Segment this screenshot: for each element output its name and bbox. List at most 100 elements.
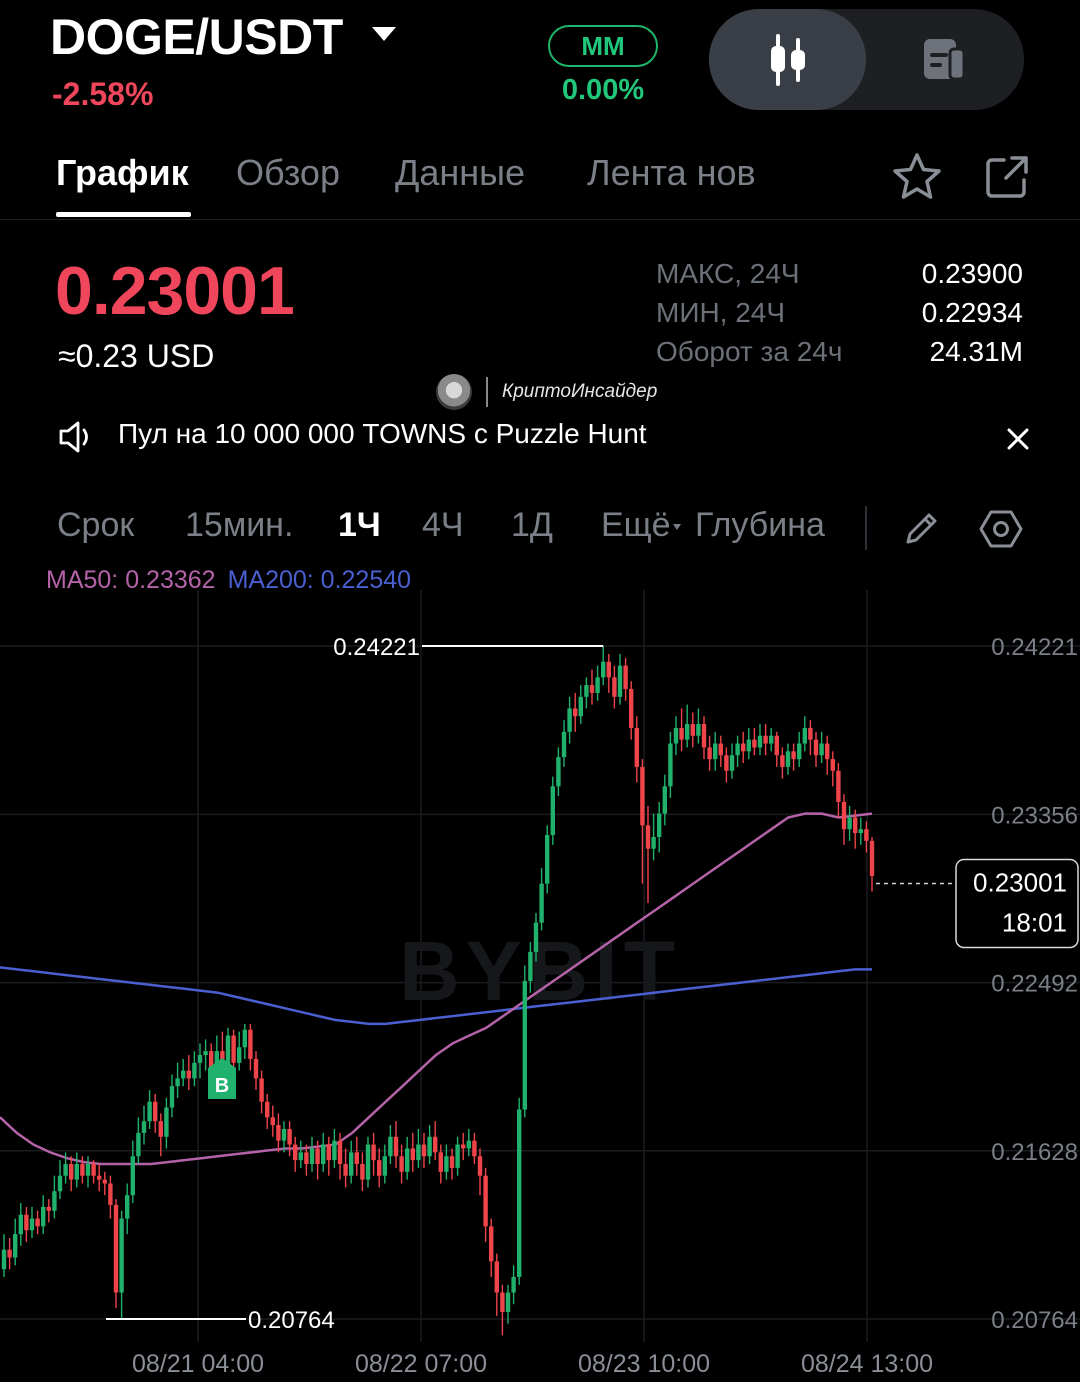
- ma200-line: [0, 966, 872, 1026]
- candle: [242, 1023, 247, 1059]
- candle: [337, 1132, 343, 1180]
- candlestick-view-button[interactable]: [709, 9, 866, 110]
- view-toggle-active-bg: [709, 9, 866, 110]
- candle-body: [433, 1136, 438, 1153]
- candle-body: [461, 1144, 466, 1149]
- candle-body: [85, 1164, 91, 1176]
- candle-body: [825, 743, 830, 760]
- candle: [685, 704, 690, 748]
- candle: [360, 1152, 365, 1192]
- candle: [259, 1070, 264, 1114]
- candle: [668, 731, 673, 799]
- pair-symbol[interactable]: DOGE/USDT: [50, 9, 343, 65]
- active-tab-underline: [56, 212, 191, 217]
- candle: [634, 716, 639, 783]
- candle: [421, 1132, 427, 1168]
- draw-button[interactable]: [900, 506, 944, 550]
- tab-data[interactable]: Данные: [395, 152, 526, 193]
- timeframe-more[interactable]: Ещё: [601, 506, 681, 545]
- current-price-label: 0.23001: [973, 868, 1067, 898]
- chart-settings-button[interactable]: [978, 506, 1024, 552]
- candle-body: [158, 1121, 163, 1137]
- pair-dropdown-icon[interactable]: [372, 27, 396, 41]
- candle-body: [197, 1055, 203, 1063]
- tab-overview[interactable]: Обзор: [236, 152, 340, 193]
- candle: [785, 743, 791, 775]
- candle-body: [265, 1101, 270, 1118]
- candle: [472, 1132, 477, 1165]
- candle-body: [718, 743, 723, 756]
- candle-body: [13, 1234, 18, 1258]
- candle: [746, 727, 751, 760]
- candle: [489, 1218, 494, 1277]
- tab-news[interactable]: Лента нов: [587, 152, 756, 193]
- candle-body: [797, 743, 802, 760]
- depth-tab[interactable]: Глубина: [695, 506, 825, 544]
- timeframe-4h[interactable]: 4Ч: [422, 506, 464, 544]
- candle: [388, 1125, 393, 1165]
- share-button[interactable]: [980, 150, 1034, 204]
- candle-body: [601, 661, 606, 678]
- candle-body: [1, 1249, 7, 1270]
- tab-chart[interactable]: График: [56, 152, 189, 193]
- candle-body: [371, 1144, 376, 1161]
- candle-body: [281, 1128, 287, 1141]
- candle: [864, 821, 869, 853]
- x-tick-label: 08/23 10:00: [578, 1350, 710, 1378]
- close-icon: [1007, 428, 1029, 450]
- candle: [780, 747, 785, 779]
- candle-body: [841, 801, 847, 830]
- candle-body: [349, 1152, 354, 1176]
- candle: [841, 794, 847, 845]
- speaker-icon: [58, 420, 96, 459]
- candle-body: [337, 1140, 343, 1165]
- candle: [701, 716, 707, 760]
- candle-body: [29, 1218, 35, 1231]
- announcement-text[interactable]: Пул на 10 000 000 TOWNS с Puzzle Hunt: [118, 418, 647, 449]
- candle: [713, 731, 718, 771]
- candle-body: [505, 1292, 511, 1312]
- candle: [113, 1199, 119, 1309]
- turnover-24h-label: Оборот за 24ч: [656, 336, 843, 367]
- candlestick-chart[interactable]: 0.24221 0.23356 0.22492 0.21628 0.20764 BYBIT…: [0, 590, 1080, 1382]
- candle-body: [477, 1156, 483, 1176]
- candle: [466, 1128, 471, 1157]
- candle-body: [819, 743, 824, 756]
- candle: [119, 1210, 124, 1320]
- high-24h-value: 0.23900: [921, 258, 1023, 289]
- candle: [7, 1238, 12, 1270]
- candle: [102, 1171, 107, 1196]
- favorite-button[interactable]: [890, 150, 944, 204]
- candle-body: [354, 1152, 359, 1165]
- high-marker-label: 0.24221: [333, 634, 420, 661]
- candle-body: [662, 786, 667, 814]
- candle: [517, 1097, 522, 1285]
- timeframe-15m[interactable]: 15мин.: [185, 506, 294, 544]
- timeframe-1h[interactable]: 1Ч: [338, 506, 381, 544]
- candle: [589, 669, 595, 705]
- candle: [869, 836, 875, 892]
- candle-body: [253, 1058, 259, 1079]
- candle-body: [595, 677, 600, 693]
- candle: [158, 1113, 163, 1157]
- usd-price: ≈0.23 USD: [58, 338, 215, 374]
- mm-badge[interactable]: MM: [548, 25, 658, 67]
- price-chart[interactable]: 0.24221 0.23356 0.22492 0.21628 0.20764 BYBIT…: [0, 590, 1080, 1382]
- candle: [813, 731, 819, 767]
- candle-body: [769, 735, 774, 744]
- close-announcement-button[interactable]: [1003, 424, 1033, 454]
- info-view-button[interactable]: [866, 9, 1023, 110]
- candle: [573, 692, 578, 732]
- candle: [679, 708, 684, 752]
- candle: [853, 809, 858, 849]
- timeframe-1d[interactable]: 1Д: [511, 506, 553, 544]
- candle: [825, 735, 830, 775]
- candle-body: [589, 685, 595, 693]
- candle-body: [293, 1144, 298, 1161]
- candle: [136, 1117, 141, 1165]
- ma-legend: MA50: 0.23362 MA200: 0.22540: [46, 566, 411, 595]
- bybit-watermark: BYBIT: [399, 924, 681, 1018]
- candle-body: [237, 1047, 242, 1063]
- candle: [287, 1121, 292, 1157]
- candle: [601, 646, 606, 686]
